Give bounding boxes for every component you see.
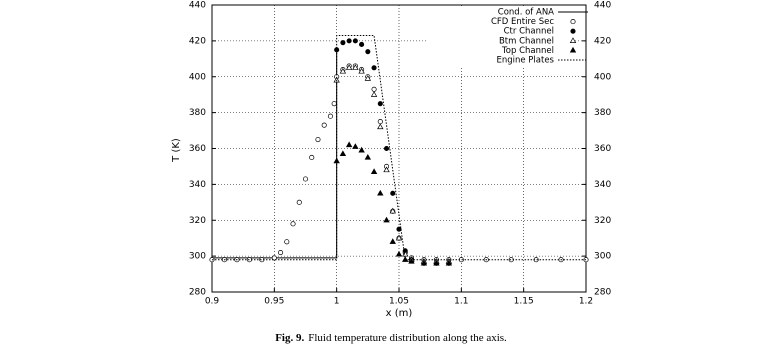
marker — [408, 257, 415, 264]
marker — [396, 226, 402, 232]
marker — [284, 239, 290, 245]
marker — [377, 123, 384, 130]
y2-tick-label: 300 — [594, 252, 611, 262]
series-line — [212, 49, 338, 259]
marker — [377, 101, 383, 107]
y-tick-label: 280 — [189, 288, 206, 298]
y2-tick-label: 360 — [594, 144, 611, 154]
marker — [358, 67, 365, 74]
marker — [340, 40, 346, 46]
marker — [370, 168, 378, 174]
marker — [364, 75, 372, 81]
marker — [569, 46, 577, 53]
legend-box — [428, 6, 571, 68]
y2-tick-label: 340 — [594, 180, 611, 190]
y2-tick-label: 420 — [594, 36, 611, 46]
marker — [433, 259, 440, 266]
x-tick-label: 1.15 — [514, 297, 534, 307]
marker — [377, 119, 383, 125]
legend-label: CFD Entire Sec — [491, 17, 554, 27]
x-tick-label: 1.05 — [389, 297, 409, 307]
x-tick-label: 0.95 — [264, 297, 284, 307]
marker — [364, 153, 372, 160]
y2-tick-label: 440 — [594, 1, 611, 11]
y-tick-label: 360 — [189, 144, 206, 154]
y-axis-label: T (K) — [171, 138, 182, 163]
marker — [345, 64, 353, 70]
marker — [331, 101, 337, 107]
x-tick-label: 0.9 — [205, 297, 220, 307]
legend-label: Engine Plates — [496, 56, 554, 66]
y2-tick-label: 380 — [594, 108, 611, 118]
marker — [383, 145, 390, 152]
legend-label: Btm Channel — [499, 36, 554, 46]
marker — [570, 28, 576, 34]
marker — [389, 238, 396, 244]
marker — [345, 141, 353, 148]
caption-text: Fluid temperature distribution along the… — [308, 332, 507, 344]
y-tick-label: 380 — [189, 108, 206, 118]
x-tick-label: 1.1 — [454, 297, 468, 307]
marker — [346, 38, 352, 44]
marker — [383, 166, 390, 173]
caption: Fig. 9. Fluid temperature distribution al… — [275, 332, 507, 344]
x-tick-label: 1.2 — [579, 297, 593, 307]
marker — [383, 216, 390, 223]
y-tick-label: 340 — [189, 180, 206, 190]
marker — [365, 49, 371, 55]
caption-label: Fig. 9. — [275, 332, 304, 344]
marker — [333, 157, 340, 164]
marker — [339, 67, 347, 74]
y-tick-label: 420 — [189, 36, 206, 46]
marker — [377, 189, 384, 196]
marker — [390, 190, 396, 196]
marker — [395, 234, 403, 241]
y-tick-label: 400 — [189, 72, 206, 82]
y2-tick-label: 400 — [594, 72, 611, 82]
marker — [309, 154, 315, 161]
marker — [445, 259, 453, 266]
marker — [333, 76, 340, 83]
marker — [371, 65, 377, 71]
legend-label: Top Channel — [501, 46, 554, 56]
y2-tick-label: 320 — [594, 216, 611, 226]
marker — [358, 146, 365, 153]
marker — [339, 150, 347, 157]
marker — [271, 255, 277, 261]
marker — [359, 41, 365, 48]
y-tick-label: 440 — [189, 1, 206, 11]
marker — [302, 176, 309, 182]
marker — [278, 249, 284, 256]
marker — [352, 143, 359, 149]
legend-label: Ctr Channel — [504, 27, 554, 37]
marker — [420, 259, 428, 266]
marker — [570, 19, 576, 25]
x-axis-label: x (m) — [386, 308, 413, 319]
marker — [290, 221, 296, 227]
marker — [352, 38, 358, 44]
marker — [395, 250, 403, 257]
marker — [370, 91, 378, 97]
marker — [389, 207, 396, 214]
marker — [321, 122, 327, 128]
marker — [327, 113, 333, 119]
marker — [315, 136, 321, 143]
legend-label: Cond. of ANA — [498, 8, 554, 18]
y2-tick-label: 280 — [594, 288, 611, 298]
y-tick-label: 300 — [189, 252, 206, 262]
marker — [296, 199, 302, 205]
marker — [371, 86, 377, 92]
series-line — [212, 34, 586, 261]
marker — [352, 64, 359, 70]
marker — [569, 37, 577, 43]
y-tick-label: 320 — [189, 216, 206, 226]
x-tick-label: 1 — [334, 297, 340, 307]
